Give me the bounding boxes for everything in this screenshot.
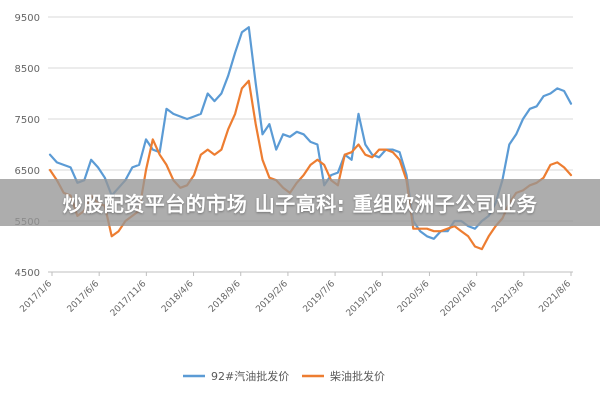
y-axis: 450055006500750085009500 [15,13,40,279]
y-tick-label: 7500 [15,115,40,126]
x-tick-label: 2020/5/6 [396,279,432,315]
x-tick-label: 2019/7/6 [302,279,338,315]
x-tick-label: 2018/9/6 [207,279,243,315]
legend-label: 柴油批发价 [330,369,385,383]
chart-legend: 92#汽油批发价 柴油批发价 [183,369,385,383]
headline-text: 炒股配资平台的市场 山子高科: 重组欧洲子公司业务 [62,192,538,216]
y-tick-label: 8500 [15,64,40,75]
x-tick-label: 2019/12/6 [345,279,385,319]
x-tick-label: 2017/6/6 [66,279,102,315]
x-tick-label: 2019/2/6 [254,279,290,315]
x-tick-label: 2018/4/6 [160,279,196,315]
x-tick-label: 2017/1/6 [18,279,54,315]
x-tick-label: 2021/8/6 [537,279,573,315]
x-axis: 2017/1/6 2017/6/6 2017/11/6 2018/4/6 2018/9/… [18,271,573,319]
x-tick-label: 2021/3/6 [490,279,526,315]
y-tick-label: 4500 [15,268,40,279]
y-tick-label: 6500 [15,166,40,177]
x-tick-label: 2020/10/6 [439,279,479,319]
x-tick-label: 2017/11/6 [109,279,149,319]
chart-gridlines [48,16,573,273]
y-tick-label: 9500 [15,13,40,24]
headline-banner: 炒股配资平台的市场 山子高科: 重组欧洲子公司业务 [0,179,600,226]
legend-label: 92#汽油批发价 [211,369,289,383]
